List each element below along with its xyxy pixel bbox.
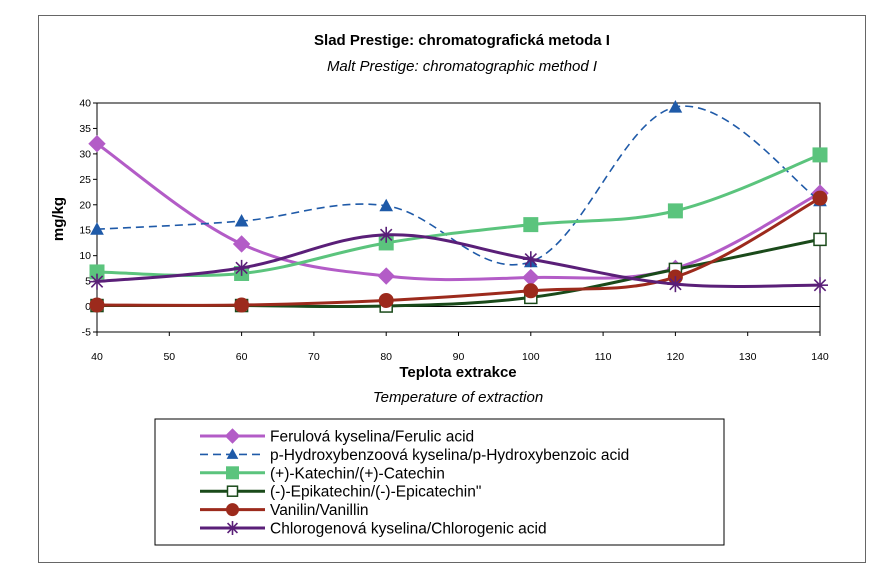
x-tick-label: 100 bbox=[522, 351, 540, 363]
x-tick-label: 70 bbox=[308, 351, 320, 363]
series-6-point bbox=[233, 259, 250, 276]
star-stroke bbox=[379, 228, 393, 242]
chart-title: Slad Prestige: chromatografická metoda I bbox=[314, 32, 610, 49]
x-axis-sublabel: Temperature of extraction bbox=[373, 389, 543, 406]
series-1-point bbox=[522, 268, 540, 287]
star-stroke bbox=[524, 253, 538, 266]
series-6-point bbox=[522, 251, 539, 268]
chart-frame bbox=[38, 15, 866, 563]
series-1-point bbox=[377, 267, 395, 285]
series-5-point bbox=[234, 297, 250, 313]
plot-area: -5 0 5 10 15 20 25 30 35 40 40 50 60 70 80 90 100 110 120 1… bbox=[79, 98, 829, 364]
series-2-point bbox=[668, 100, 683, 113]
series-6-point bbox=[89, 273, 105, 290]
series-5-point bbox=[89, 297, 105, 313]
legend-marker-5 bbox=[226, 503, 239, 517]
legend-box bbox=[154, 418, 725, 546]
y-axis-label: mg/kg bbox=[50, 197, 67, 241]
star-stroke bbox=[235, 261, 248, 275]
chart-subtitle: Malt Prestige: chromatographic method I bbox=[327, 58, 597, 75]
x-tick-label: 50 bbox=[163, 351, 175, 363]
star-stroke bbox=[813, 278, 827, 292]
x-axis-label: Teplota extrakce bbox=[399, 364, 516, 381]
series-5-point bbox=[378, 292, 394, 308]
legend-marker-6 bbox=[225, 521, 240, 535]
legend-entry-5: Vanilin/Vanillin bbox=[270, 502, 369, 519]
series-2-point bbox=[379, 198, 394, 212]
series-line-2 bbox=[96, 105, 821, 266]
series-4-point bbox=[813, 232, 827, 247]
x-tick-label: 40 bbox=[91, 351, 103, 363]
legend-marker-3 bbox=[226, 466, 239, 480]
series-1-point bbox=[232, 235, 251, 253]
x-tick-label: 90 bbox=[453, 351, 465, 363]
legend-entry-6: Chlorogenová kyselina/Chlorogenic acid bbox=[270, 521, 547, 538]
y-tick-label: 35 bbox=[79, 123, 91, 135]
series-3-point bbox=[667, 203, 683, 219]
series-line-6 bbox=[96, 233, 821, 288]
series-1-point bbox=[88, 135, 106, 153]
legend-entry-1: Ferulová kyselina/Ferulic acid bbox=[270, 429, 474, 446]
legend-entry-4: (-)-Epikatechin/(-)-Epicatechin" bbox=[270, 484, 481, 501]
series-2-point bbox=[234, 214, 249, 227]
legend-marker-2 bbox=[226, 448, 239, 459]
legend: Ferulová kyselina/Ferulic acidp-Hydroxyb… bbox=[200, 428, 629, 538]
series-6-point bbox=[378, 226, 395, 243]
series-2-point bbox=[90, 222, 104, 235]
star-stroke bbox=[669, 277, 682, 291]
series-line-5 bbox=[96, 196, 821, 307]
y-tick-label: 20 bbox=[79, 199, 91, 211]
x-tick-label: 60 bbox=[236, 351, 248, 363]
legend-marker-1 bbox=[224, 428, 241, 444]
star-stroke bbox=[226, 522, 239, 534]
series-3-point bbox=[812, 147, 828, 163]
y-tick-label: 0 bbox=[85, 301, 91, 313]
y-tick-label: 30 bbox=[79, 148, 91, 160]
legend-entry-3: (+)-Katechin/(+)-Catechin bbox=[270, 465, 445, 482]
y-tick-label: 25 bbox=[79, 174, 91, 186]
star-stroke bbox=[90, 275, 104, 288]
legend-entry-2: p-Hydroxybenzoová kyselina/p-Hydroxybenz… bbox=[270, 447, 629, 464]
y-tick-label: 5 bbox=[85, 276, 91, 288]
y-tick-label: -5 bbox=[82, 327, 91, 339]
x-tick-label: 110 bbox=[595, 351, 612, 363]
series-5-point bbox=[812, 190, 828, 206]
x-tick-label: 120 bbox=[667, 351, 685, 363]
series-6-point bbox=[667, 276, 684, 293]
series-5-point bbox=[523, 283, 539, 299]
series-line-3 bbox=[96, 153, 821, 277]
y-tick-label: 40 bbox=[79, 98, 91, 110]
series-3-point bbox=[523, 217, 539, 233]
x-tick-label: 80 bbox=[380, 351, 392, 363]
legend-marker-4 bbox=[226, 485, 239, 497]
x-tick-label: 130 bbox=[739, 351, 757, 363]
y-tick-label: 15 bbox=[79, 225, 91, 237]
x-tick-label: 140 bbox=[811, 351, 829, 363]
series-6-point bbox=[812, 277, 828, 294]
series-line-1 bbox=[96, 142, 821, 282]
y-tick-label: 10 bbox=[79, 250, 91, 262]
